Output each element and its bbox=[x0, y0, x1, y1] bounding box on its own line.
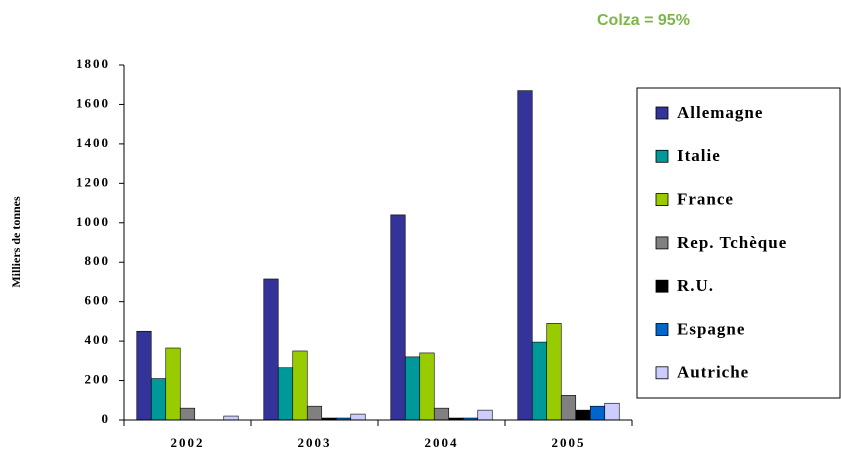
bar bbox=[546, 323, 562, 421]
y-tick-label: 1600 bbox=[76, 95, 110, 110]
bar bbox=[223, 415, 239, 421]
y-axis-label: Milliers de tonnes bbox=[9, 196, 23, 288]
bar bbox=[433, 407, 450, 421]
annotation: Colza = 95% bbox=[597, 12, 690, 29]
y-tick-label: 1000 bbox=[76, 214, 110, 229]
legend-swatch bbox=[655, 149, 669, 163]
legend-label: Autriche bbox=[677, 363, 749, 382]
bar bbox=[165, 347, 181, 421]
bar bbox=[575, 409, 591, 421]
x-tick-label: 2002 bbox=[171, 435, 205, 450]
y-tick-label: 0 bbox=[102, 411, 111, 426]
x-tick-label: 2003 bbox=[298, 435, 332, 450]
y-tick-label: 1200 bbox=[76, 174, 110, 189]
bar bbox=[306, 405, 323, 421]
legend-swatch bbox=[655, 193, 669, 207]
bar bbox=[419, 352, 435, 421]
bar bbox=[150, 378, 167, 421]
x-tick-label: 2005 bbox=[552, 435, 586, 450]
bar bbox=[560, 395, 577, 421]
legend-swatch bbox=[655, 236, 669, 250]
bar bbox=[179, 407, 196, 421]
y-tick-label: 1800 bbox=[76, 56, 110, 71]
bar bbox=[292, 350, 308, 421]
bar bbox=[350, 413, 366, 421]
bar bbox=[263, 278, 279, 421]
y-tick-label: 800 bbox=[85, 253, 111, 268]
legend-swatch bbox=[655, 323, 669, 336]
legend-label: R.U. bbox=[677, 276, 714, 295]
legend-box bbox=[636, 87, 841, 399]
y-tick-label: 200 bbox=[85, 372, 111, 387]
bar bbox=[589, 405, 606, 421]
legend-label: Espagne bbox=[677, 319, 745, 338]
legend-swatch bbox=[655, 366, 669, 380]
x-tick-label: 2004 bbox=[425, 435, 459, 450]
bar bbox=[136, 330, 152, 421]
bar bbox=[477, 409, 493, 421]
bar bbox=[531, 341, 548, 421]
bar bbox=[404, 356, 421, 421]
legend-label: France bbox=[677, 190, 734, 209]
bar bbox=[517, 90, 533, 421]
legend-label: Italie bbox=[677, 146, 721, 165]
bar bbox=[390, 214, 406, 421]
legend-swatch bbox=[655, 279, 669, 293]
bar bbox=[277, 367, 294, 421]
legend-swatch bbox=[655, 106, 669, 120]
y-tick-label: 400 bbox=[85, 332, 111, 347]
legend-label: Rep. Tchèque bbox=[677, 233, 787, 252]
y-tick-label: 600 bbox=[85, 293, 111, 308]
legend-label: Allemagne bbox=[677, 103, 763, 122]
y-tick-label: 1400 bbox=[76, 135, 110, 150]
bar bbox=[604, 402, 620, 421]
